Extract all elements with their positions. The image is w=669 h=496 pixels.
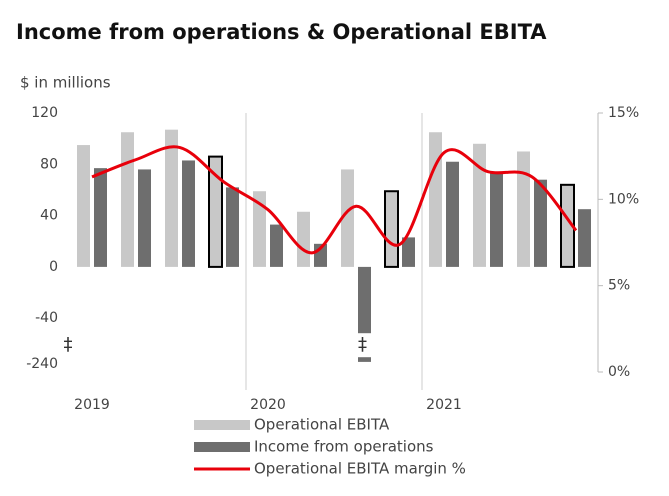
bar	[77, 145, 90, 267]
y-tick-label: 0	[49, 259, 58, 275]
y2-tick-label: 0%	[608, 364, 630, 380]
bar	[270, 224, 283, 267]
bar	[94, 168, 107, 267]
bar	[208, 155, 223, 268]
y-tick-label: 80	[40, 156, 58, 172]
y2-tick-label: 10%	[608, 191, 639, 207]
bar	[473, 143, 486, 267]
x-tick-label: 2021	[426, 397, 462, 413]
bar	[402, 237, 415, 267]
bar	[578, 209, 591, 267]
bar	[446, 161, 459, 267]
y-axis-label: $ in millions	[20, 74, 111, 92]
bar-part	[358, 357, 371, 362]
bar	[341, 169, 354, 267]
bar	[517, 151, 530, 267]
y2-tick-label: 5%	[608, 278, 630, 294]
bar	[297, 211, 310, 267]
y-tick-label: 120	[31, 105, 58, 121]
x-tick-label: 2019	[74, 397, 110, 413]
y2-tick-label: 15%	[608, 105, 639, 121]
bar	[226, 187, 239, 267]
legend-swatch	[194, 420, 250, 430]
bar	[534, 179, 547, 267]
legend-label: Operational EBITA margin %	[254, 460, 466, 478]
y-tick-label: -40	[35, 310, 58, 326]
legend-label: Income from operations	[254, 438, 434, 456]
margin-line	[91, 145, 578, 255]
bar	[182, 160, 195, 267]
bar	[490, 171, 503, 267]
bar	[165, 129, 178, 267]
y-tick-label: -240	[26, 356, 58, 372]
bar	[429, 132, 442, 267]
legend-swatch	[194, 442, 250, 452]
x-tick-label: 2020	[250, 397, 286, 413]
legend-label: Operational EBITA	[254, 416, 390, 434]
chart-title: Income from operations & Operational EBI…	[16, 20, 547, 44]
y-tick-label: 40	[40, 208, 58, 224]
bar	[384, 190, 399, 268]
bar-break: ‡	[358, 334, 367, 355]
bar	[138, 169, 151, 267]
bar	[253, 191, 266, 267]
bar	[121, 132, 134, 267]
bar	[358, 266, 371, 362]
bar-part	[358, 266, 371, 334]
axis-break: ‡	[64, 334, 73, 355]
